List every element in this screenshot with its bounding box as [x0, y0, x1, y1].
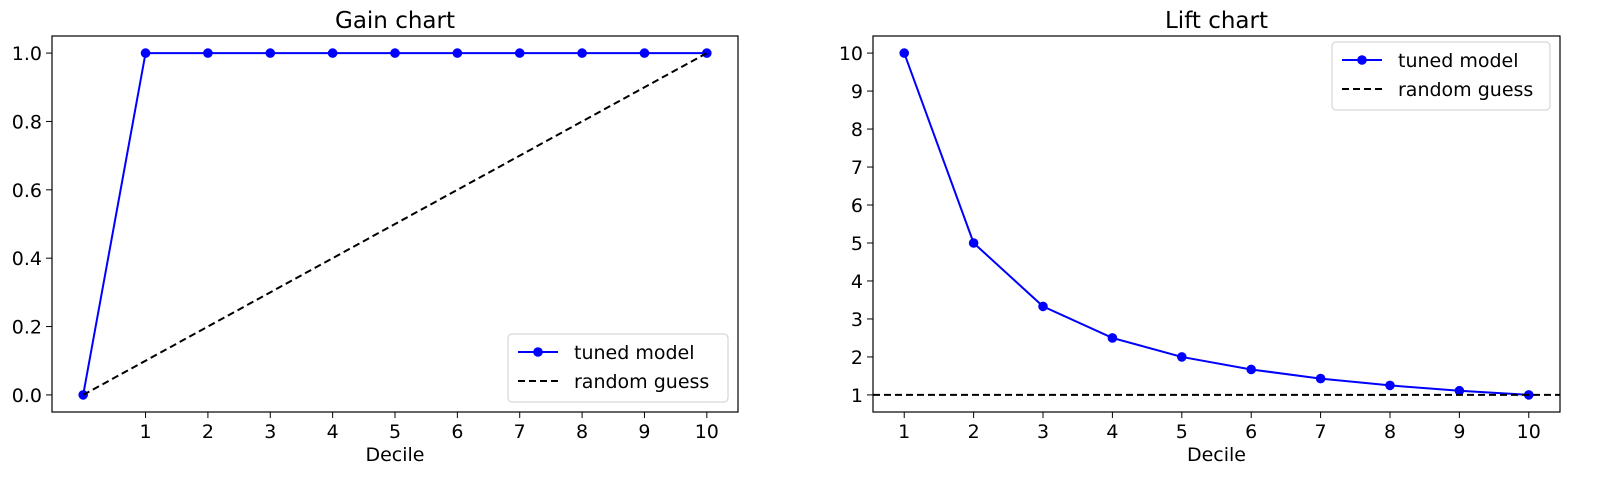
y-tick-label: 5 — [851, 233, 863, 255]
y-tick-label: 9 — [851, 81, 863, 103]
y-tick-label: 7 — [851, 157, 863, 179]
legend: tuned model random guess — [1331, 41, 1551, 111]
x-tick-label: 10 — [1517, 421, 1541, 443]
y-tick-label: 1 — [851, 385, 863, 407]
series-1 — [899, 48, 1534, 400]
series-line — [82, 52, 708, 396]
series-line — [903, 52, 1529, 396]
plot-frame — [872, 35, 1561, 413]
legend-box — [1331, 41, 1551, 111]
x-tick-label: 1 — [139, 421, 151, 443]
x-tick-label: 2 — [202, 421, 214, 443]
legend-marker — [1357, 55, 1367, 65]
x-tick-label: 3 — [1037, 421, 1049, 443]
legend-label: random guess — [574, 371, 709, 393]
data-point — [203, 48, 213, 58]
y-tick-label: 10 — [839, 43, 863, 65]
x-tick-label: 7 — [514, 421, 526, 443]
x-tick-label: 4 — [1106, 421, 1118, 443]
data-point — [577, 48, 587, 58]
data-point — [1038, 301, 1048, 312]
y-tick-label: 1.0 — [12, 43, 42, 65]
plot-frame — [51, 35, 739, 413]
x-axis-label: Decile — [365, 444, 424, 466]
x-tick-label: 6 — [1245, 421, 1257, 443]
data-point — [899, 48, 910, 58]
y-tick-label: 0.0 — [12, 385, 42, 407]
series-2 — [82, 52, 708, 396]
legend: tuned model random guess — [507, 333, 729, 403]
x-tick-label: 4 — [327, 421, 339, 443]
y-tick-label: 0.6 — [12, 180, 42, 202]
y-tick-label: 3 — [851, 309, 863, 331]
x-tick-label: 2 — [968, 421, 980, 443]
x-tick-label: 3 — [264, 421, 276, 443]
series-1 — [78, 48, 712, 400]
y-tick-label: 0.8 — [12, 111, 42, 133]
data-point — [265, 48, 276, 58]
x-tick-label: 9 — [638, 421, 650, 443]
y-tick-label: 0.2 — [12, 317, 42, 339]
data-point — [1177, 352, 1187, 362]
y-tick-label: 8 — [851, 119, 863, 141]
x-tick-label: 8 — [1384, 421, 1396, 443]
x-axis-label: Decile — [1187, 444, 1246, 466]
legend-box — [507, 333, 729, 403]
data-point — [1454, 385, 1465, 396]
data-point — [140, 48, 151, 58]
x-tick-label: 8 — [576, 421, 588, 443]
y-tick-label: 0.4 — [12, 248, 42, 270]
x-tick-label: 5 — [1176, 421, 1188, 443]
data-point — [452, 48, 463, 58]
chart-panel-1: Gain chart 1 2 3 4 5 6 7 8 9 10 0.0 0.2 0.4 0.6 0.8 1.0 D… — [12, 8, 739, 466]
data-point — [1246, 364, 1256, 375]
y-tick-label: 4 — [851, 271, 863, 293]
data-point — [1385, 380, 1395, 391]
data-point — [327, 48, 338, 58]
data-point — [702, 48, 712, 58]
x-tick-label: 7 — [1315, 421, 1327, 443]
data-point — [639, 48, 650, 58]
chart-title: Gain chart — [335, 8, 455, 34]
x-tick-label: 10 — [695, 421, 719, 443]
data-point — [390, 48, 400, 58]
data-point — [514, 48, 525, 58]
legend-label: tuned model — [574, 342, 695, 364]
chart-title: Lift chart — [1165, 8, 1268, 34]
y-tick-label: 6 — [851, 195, 863, 217]
legend-label: random guess — [1398, 79, 1533, 101]
data-point — [78, 390, 88, 400]
legend-marker — [533, 347, 543, 357]
data-point — [968, 238, 979, 248]
y-tick-label: 2 — [851, 347, 863, 369]
x-tick-label: 5 — [389, 421, 401, 443]
data-point — [1315, 373, 1326, 384]
x-tick-label: 9 — [1453, 421, 1465, 443]
x-tick-label: 1 — [898, 421, 910, 443]
data-point — [1107, 333, 1118, 343]
x-tick-label: 6 — [451, 421, 463, 443]
legend-label: tuned model — [1398, 50, 1519, 72]
chart-panel-2: Lift chart 1 2 3 4 5 6 7 8 9 10 1 2 3 4 5 6 7 8 9 10 Decile tu… — [839, 8, 1561, 466]
